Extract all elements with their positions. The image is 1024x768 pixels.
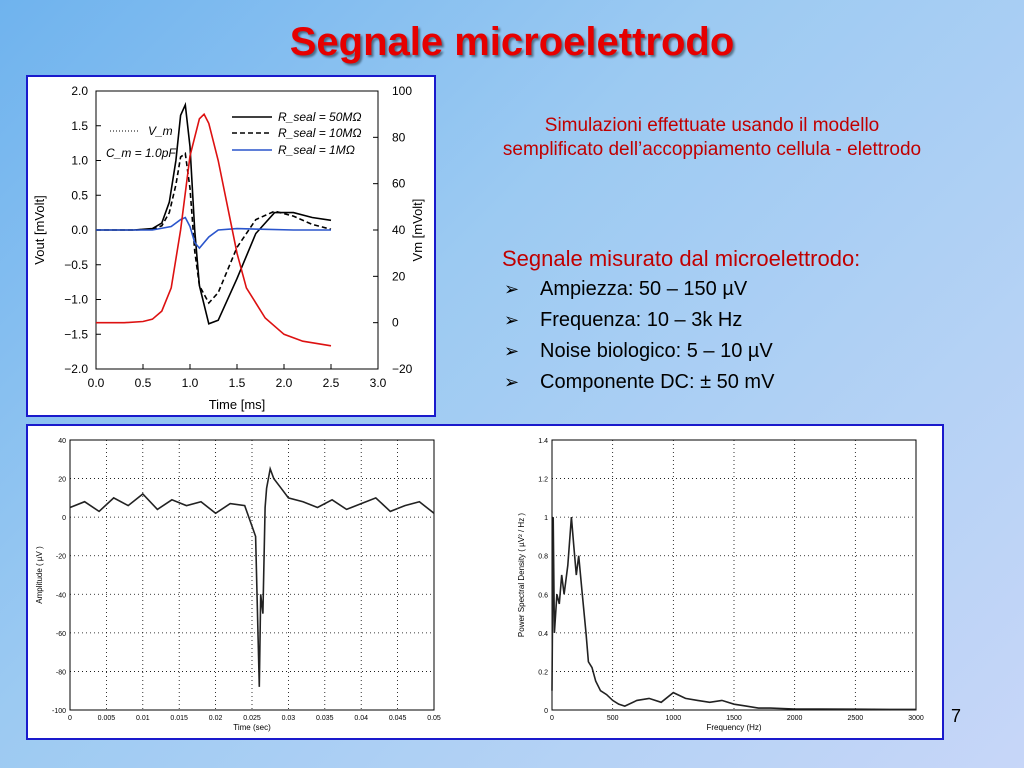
- y-tick-label: 1.0: [71, 154, 88, 168]
- x-tick-label: 1500: [726, 715, 742, 722]
- psd-chart: 0 500 1000 1500 2000 2500 3000 1.4 1.2 1 0.8 0.6 0.4…: [518, 438, 924, 732]
- x-tick-label: 0.03: [282, 715, 296, 722]
- y2-tick-label: 60: [392, 177, 406, 191]
- x-tick-label: 1000: [666, 715, 682, 722]
- y2-tick-label: 40: [392, 223, 406, 237]
- x-tick-label: 0.015: [170, 715, 188, 722]
- x-tick-label: 1.5: [229, 376, 246, 390]
- arrow-bullet-icon: ➢: [504, 372, 520, 392]
- y2-tick-label: −20: [392, 362, 413, 376]
- series-line: [96, 216, 331, 250]
- y-tick-label: 0.5: [71, 188, 88, 202]
- y-tick-label: 0.6: [538, 592, 548, 599]
- x-tick-label: 2.5: [323, 376, 340, 390]
- y-tick-label: 0: [544, 708, 548, 715]
- y-tick-label: 0.8: [538, 554, 548, 561]
- y-tick-label: 0.0: [71, 223, 88, 237]
- x-tick-label: 0.045: [389, 715, 407, 722]
- legend-entry: R_seal = 10MΩ: [278, 126, 362, 140]
- measurement-title: Segnale misurato dal microelettrodo:: [502, 246, 861, 271]
- series-line: [96, 112, 332, 347]
- y-tick-label: -40: [56, 592, 66, 599]
- y-tick-label: 1.5: [71, 119, 88, 133]
- x-axis-label: Time [ms]: [209, 397, 266, 412]
- list-item: ➢ Frequenza: 10 – 3k Hz: [502, 305, 982, 336]
- series-line: [96, 101, 332, 325]
- vm-annotation: V_m: [148, 124, 173, 138]
- y-tick-label: 2.0: [71, 84, 88, 98]
- y-axis-label: Vout [mVolt]: [32, 195, 47, 264]
- y-tick-label: 1.4: [538, 438, 548, 445]
- slide-subtitle: Simulazioni effettuate usando il modello…: [452, 114, 972, 162]
- y-tick-label: -20: [56, 554, 66, 561]
- y-tick-label: -100: [52, 708, 66, 715]
- legend-entry: R_seal = 50MΩ: [278, 110, 362, 124]
- y-tick-label: 0: [62, 515, 66, 522]
- y-tick-label: −1.5: [64, 327, 88, 341]
- y2-tick-label: 100: [392, 84, 412, 98]
- x-tick-label: 0.5: [135, 376, 152, 390]
- y2-tick-label: 80: [392, 130, 406, 144]
- x-tick-label: 2.0: [276, 376, 293, 390]
- arrow-bullet-icon: ➢: [504, 279, 520, 299]
- measured-charts-frame: 0 0.005 0.01 0.015 0.02 0.025 0.03 0.035 0.04 0.0…: [26, 424, 944, 740]
- y2-tick-label: 20: [392, 269, 406, 283]
- simulation-chart: 0.0 0.5 1.0 1.5 2.0 2.5 3.0 2.0 1.5 1.0 0.5 0.0 −0.5…: [32, 84, 425, 412]
- y-tick-label: 20: [58, 477, 66, 484]
- y-tick-label: 1.2: [538, 477, 548, 484]
- y-tick-label: 1: [544, 515, 548, 522]
- x-tick-label: 0.05: [427, 715, 441, 722]
- list-item: ➢ Componente DC: ± 50 mV: [502, 367, 982, 398]
- x-tick-label: 500: [607, 715, 619, 722]
- x-tick-label: 0: [550, 715, 554, 722]
- x-tick-label: 0.025: [243, 715, 261, 722]
- list-item: ➢ Noise biologico: 5 – 10 µV: [502, 336, 982, 367]
- x-tick-label: 0: [68, 715, 72, 722]
- y-axis-label: Amplitude ( µV ): [35, 546, 44, 604]
- x-tick-label: 0.02: [209, 715, 223, 722]
- y-tick-label: −2.0: [64, 362, 88, 376]
- y2-axis-label: Vm [mVolt]: [410, 199, 425, 262]
- cm-annotation: C_m = 1.0pF: [106, 146, 176, 160]
- amplitude-chart: 0 0.005 0.01 0.015 0.02 0.025 0.03 0.035 0.04 0.0…: [35, 438, 441, 732]
- x-tick-label: 2000: [787, 715, 803, 722]
- list-item: ➢ Ampiezza: 50 – 150 µV: [502, 274, 982, 305]
- y-tick-label: −0.5: [64, 258, 88, 272]
- y-tick-label: 0.2: [538, 669, 548, 676]
- series-line: [69, 465, 435, 687]
- y-tick-label: 40: [58, 438, 66, 445]
- arrow-bullet-icon: ➢: [504, 310, 520, 330]
- y-tick-label: 0.4: [538, 631, 548, 638]
- subtitle-line-2: semplificato dell’accoppiamento cellula …: [502, 139, 922, 160]
- x-tick-label: 0.0: [88, 376, 105, 390]
- page-number: 7: [951, 706, 962, 726]
- x-tick-label: 3.0: [370, 376, 387, 390]
- subtitle-line-1: Simulazioni effettuate usando il modello: [544, 115, 880, 136]
- x-axis-label: Time (sec): [233, 723, 271, 732]
- simulation-chart-frame: 0.0 0.5 1.0 1.5 2.0 2.5 3.0 2.0 1.5 1.0 0.5 0.0 −0.5…: [26, 75, 436, 417]
- x-tick-label: 0.005: [98, 715, 116, 722]
- series-line: [96, 152, 332, 305]
- y2-tick-label: 0: [392, 316, 399, 330]
- series-line: [551, 517, 916, 711]
- y-tick-label: -80: [56, 669, 66, 676]
- arrow-bullet-icon: ➢: [504, 341, 520, 361]
- x-tick-label: 0.01: [136, 715, 150, 722]
- y-tick-label: -60: [56, 631, 66, 638]
- slide-title: Segnale microelettrodo: [289, 20, 735, 64]
- x-tick-label: 0.035: [316, 715, 334, 722]
- y-axis-label: Power Spectral Density ( µV² / Hz ): [518, 513, 526, 638]
- x-tick-label: 0.04: [354, 715, 368, 722]
- measurement-section: Segnale misurato dal microelettrodo: ➢ Am…: [502, 246, 982, 398]
- x-tick-label: 3000: [908, 715, 924, 722]
- y-tick-label: −1.0: [64, 293, 88, 307]
- x-axis-label: Frequency (Hz): [706, 723, 761, 732]
- x-tick-label: 1.0: [182, 376, 199, 390]
- measurement-list: ➢ Ampiezza: 50 – 150 µV ➢ Frequenza: 10 – …: [502, 274, 982, 398]
- legend-entry: R_seal = 1MΩ: [278, 143, 355, 157]
- x-tick-label: 2500: [848, 715, 864, 722]
